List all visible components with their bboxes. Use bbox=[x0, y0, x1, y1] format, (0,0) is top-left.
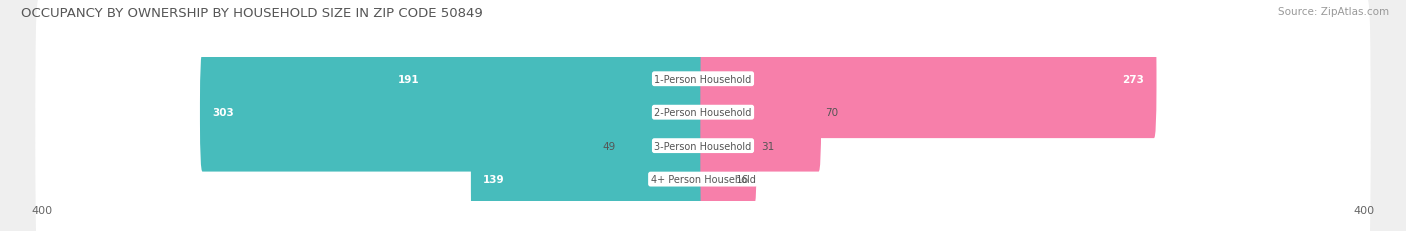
FancyBboxPatch shape bbox=[200, 54, 706, 172]
FancyBboxPatch shape bbox=[700, 87, 756, 205]
Text: 139: 139 bbox=[484, 174, 505, 184]
Text: 31: 31 bbox=[761, 141, 775, 151]
Text: 4+ Person Household: 4+ Person Household bbox=[651, 174, 755, 184]
FancyBboxPatch shape bbox=[35, 32, 1371, 193]
FancyBboxPatch shape bbox=[35, 66, 1371, 226]
Text: 191: 191 bbox=[398, 74, 419, 84]
Text: 1-Person Household: 1-Person Household bbox=[654, 74, 752, 84]
Text: 2-Person Household: 2-Person Household bbox=[654, 108, 752, 118]
FancyBboxPatch shape bbox=[385, 20, 706, 139]
Text: 16: 16 bbox=[737, 174, 749, 184]
FancyBboxPatch shape bbox=[35, 99, 1371, 231]
Text: OCCUPANCY BY OWNERSHIP BY HOUSEHOLD SIZE IN ZIP CODE 50849: OCCUPANCY BY OWNERSHIP BY HOUSEHOLD SIZE… bbox=[21, 7, 482, 20]
FancyBboxPatch shape bbox=[471, 120, 706, 231]
FancyBboxPatch shape bbox=[700, 20, 1157, 139]
Text: Source: ZipAtlas.com: Source: ZipAtlas.com bbox=[1278, 7, 1389, 17]
Text: 70: 70 bbox=[825, 108, 838, 118]
FancyBboxPatch shape bbox=[35, 0, 1371, 160]
FancyBboxPatch shape bbox=[620, 87, 706, 205]
FancyBboxPatch shape bbox=[700, 120, 733, 231]
FancyBboxPatch shape bbox=[700, 54, 821, 172]
Text: 273: 273 bbox=[1122, 74, 1144, 84]
Text: 49: 49 bbox=[602, 141, 616, 151]
Text: 303: 303 bbox=[212, 108, 233, 118]
Text: 3-Person Household: 3-Person Household bbox=[654, 141, 752, 151]
